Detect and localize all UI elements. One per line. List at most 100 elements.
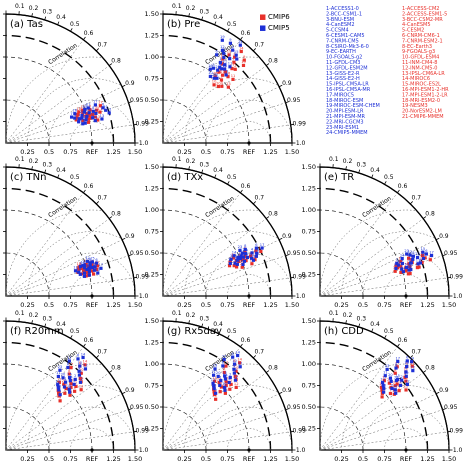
- data-point-cmip6: [77, 110, 81, 114]
- corr-tick: [422, 216, 427, 219]
- corr-tick-label: 0.3: [43, 9, 53, 16]
- corr-tick-label: 0.95: [130, 97, 144, 104]
- corr-radial-line: [162, 393, 280, 451]
- corr-tick-label: 0.2: [29, 5, 39, 12]
- data-point-cmip5: [381, 383, 385, 388]
- model-list-item: 18-MRI-ESM2-0: [402, 98, 440, 104]
- data-point-cmip5: [220, 38, 224, 42]
- rms-circle: [70, 121, 114, 144]
- data-point-label: 2: [399, 380, 401, 384]
- data-point-label: 17: [93, 100, 98, 104]
- corr-tick-label: 0.8: [111, 57, 121, 64]
- data-point-label: 18: [56, 385, 61, 389]
- data-point-label: 4: [251, 248, 254, 252]
- data-point-cmip5: [407, 268, 411, 272]
- data-point-label: 4: [232, 45, 235, 49]
- data-point-cmip5: [409, 267, 413, 272]
- data-point-cmip5: [58, 393, 62, 397]
- model-list-item: 3-BNU-ESM: [326, 17, 354, 23]
- corr-tick-label: 0.9: [439, 233, 449, 240]
- data-point-label: 9: [214, 388, 217, 392]
- corr-tick: [227, 181, 230, 185]
- corr-tick: [345, 320, 347, 324]
- data-point-cmip5: [88, 263, 92, 268]
- corr-tick-label: 0.5: [384, 174, 394, 181]
- corr-radial-line: [5, 86, 123, 144]
- x-tick-label: 1.50: [128, 148, 142, 156]
- rms-circle: [5, 209, 102, 294]
- x-tick-label: 1.50: [128, 455, 142, 463]
- data-point-label: 13: [90, 262, 95, 266]
- corr-tick-label: 0.3: [200, 9, 210, 16]
- data-point-label: 18: [226, 71, 231, 75]
- corr-tick: [31, 13, 33, 17]
- rms-circle: [205, 252, 293, 297]
- data-point-cmip5: [236, 353, 240, 358]
- corr-tick: [358, 323, 361, 328]
- ref-point: [247, 141, 251, 145]
- data-point-cmip6: [217, 380, 221, 385]
- std-arc: [319, 320, 450, 451]
- std-arc: [319, 363, 407, 451]
- data-point-label: 8: [219, 62, 222, 66]
- data-point-label: 14: [238, 40, 243, 44]
- data-point-label: 7: [234, 258, 236, 262]
- data-point-cmip6: [420, 253, 424, 258]
- corr-tick: [435, 237, 440, 241]
- data-point-cmip6: [64, 386, 68, 391]
- rms-circle: [227, 274, 271, 297]
- corr-tick: [31, 320, 33, 324]
- data-point-label: 6: [425, 249, 428, 253]
- corr-tick-label: 1.0: [139, 293, 149, 300]
- data-point-label: 16: [80, 119, 85, 123]
- data-point-cmip6: [81, 108, 85, 112]
- corr-tick-label: 0.8: [111, 364, 121, 371]
- data-point-label: 14: [239, 46, 244, 50]
- data-point-cmip6: [58, 399, 62, 403]
- data-point-cmip6: [69, 382, 73, 386]
- data-point-label: 5: [73, 386, 75, 390]
- data-point-cmip5: [82, 265, 87, 270]
- x-tick-label: 0.5: [44, 148, 54, 156]
- data-point-cmip5: [58, 368, 62, 372]
- legend-label-cmip6: CMIP6: [268, 13, 290, 21]
- data-point-cmip6: [230, 66, 234, 71]
- data-point-cmip5: [88, 261, 92, 265]
- data-point-cmip5: [398, 383, 403, 388]
- panel-title: (e) TR: [324, 172, 354, 183]
- data-point-cmip5: [243, 247, 247, 251]
- std-arc: [162, 13, 293, 144]
- corr-tick-label: 0.1: [15, 3, 25, 10]
- data-point-cmip5: [238, 256, 242, 261]
- data-point-cmip5: [62, 385, 67, 389]
- model-list-item: 4-CanESM5: [402, 22, 431, 28]
- data-point-label: 11: [76, 267, 81, 271]
- data-point-cmip6: [228, 259, 232, 264]
- data-point-label: 19: [77, 370, 82, 374]
- data-point-label: 21: [235, 255, 240, 259]
- data-point-cmip6: [410, 364, 414, 368]
- data-point-cmip5: [401, 270, 405, 274]
- data-point-label: 20: [216, 371, 221, 375]
- data-point-label: 22: [85, 111, 90, 115]
- corr-tick-label: 0.4: [56, 167, 66, 174]
- corr-radial-line: [162, 218, 267, 297]
- data-point-cmip6: [223, 70, 228, 74]
- data-point-cmip5: [235, 258, 239, 262]
- data-point-label: 10: [95, 268, 100, 272]
- data-point-cmip6: [79, 388, 83, 392]
- data-point-cmip5: [404, 370, 408, 374]
- rms-circle: [319, 209, 416, 294]
- y-tick-label: 1.00: [145, 206, 159, 214]
- corr-tick: [397, 343, 400, 348]
- data-point-cmip5: [218, 383, 222, 387]
- corr-tick: [108, 370, 113, 373]
- corr-tick-label: 1.0: [139, 140, 149, 147]
- data-point-cmip5: [400, 267, 404, 271]
- data-point-cmip5: [87, 111, 91, 115]
- data-point-label: 6: [221, 59, 224, 63]
- y-tick-label: 1.25: [302, 185, 316, 193]
- data-point-label: 13: [95, 115, 100, 119]
- data-point-cmip5: [81, 355, 85, 360]
- data-point-label: 21: [82, 271, 87, 275]
